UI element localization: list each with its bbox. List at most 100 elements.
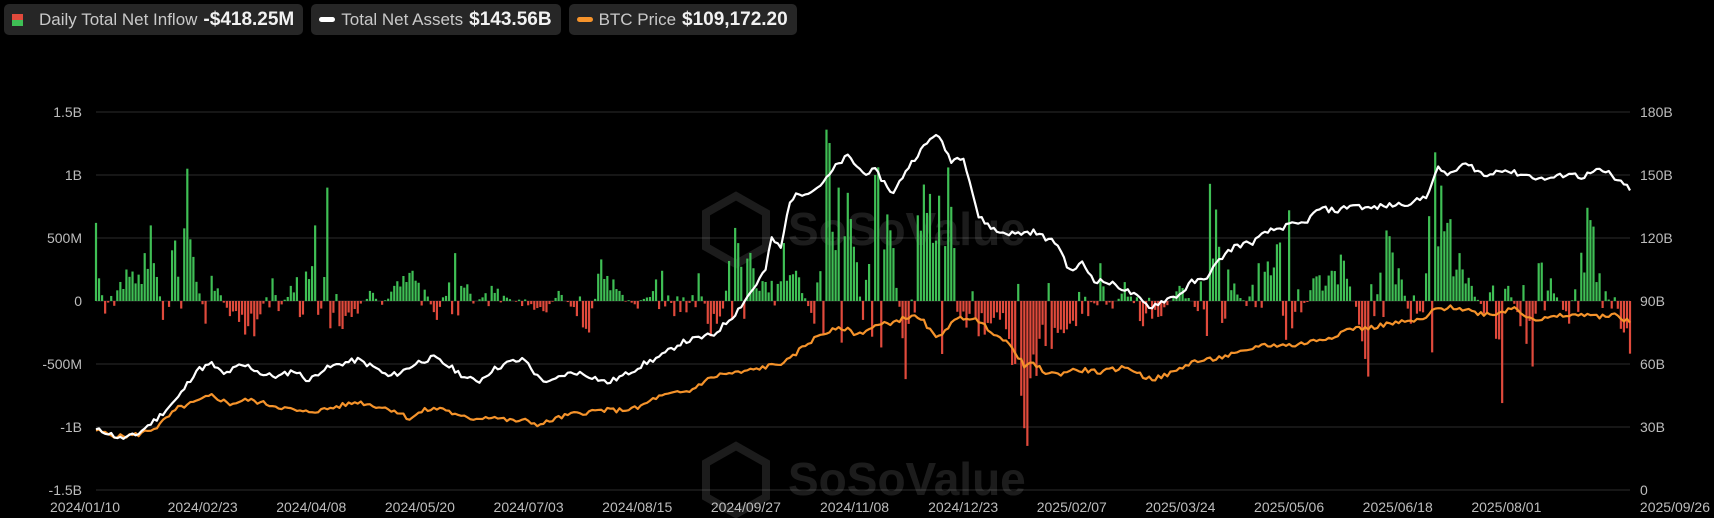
inflow-bar[interactable]: [371, 292, 375, 301]
inflow-bar[interactable]: [1144, 301, 1148, 314]
inflow-bar[interactable]: [171, 250, 174, 301]
inflow-bar[interactable]: [1516, 301, 1519, 313]
inflow-bar[interactable]: [986, 301, 989, 323]
inflow-bar[interactable]: [1275, 244, 1279, 301]
inflow-bar[interactable]: [791, 274, 795, 301]
inflow-bar[interactable]: [825, 129, 828, 301]
inflow-bar[interactable]: [116, 290, 119, 301]
inflow-bar[interactable]: [953, 248, 956, 301]
inflow-bar[interactable]: [770, 280, 773, 301]
inflow-bar[interactable]: [435, 301, 438, 320]
inflow-bar[interactable]: [1151, 301, 1154, 319]
inflow-bar[interactable]: [1440, 185, 1443, 301]
inflow-bar[interactable]: [1479, 301, 1482, 304]
inflow-bar[interactable]: [1370, 284, 1373, 301]
inflow-bar[interactable]: [314, 225, 317, 301]
inflow-bar[interactable]: [487, 301, 490, 307]
inflow-bar[interactable]: [673, 301, 676, 317]
inflow-bar[interactable]: [1248, 296, 1251, 301]
inflow-bar[interactable]: [1342, 260, 1345, 301]
inflow-bar[interactable]: [1242, 300, 1245, 301]
inflow-bar[interactable]: [654, 279, 658, 301]
inflow-bar[interactable]: [1613, 297, 1616, 301]
inflow-bar[interactable]: [204, 301, 207, 324]
inflow-bar[interactable]: [393, 285, 396, 301]
inflow-bar[interactable]: [356, 301, 359, 314]
inflow-bar[interactable]: [1251, 284, 1254, 301]
inflow-bar[interactable]: [429, 301, 432, 305]
inflow-bar[interactable]: [94, 222, 98, 301]
inflow-bar[interactable]: [1096, 301, 1099, 306]
inflow-bar[interactable]: [867, 264, 871, 301]
inflow-bar[interactable]: [871, 301, 874, 337]
inflow-bar[interactable]: [810, 301, 813, 313]
inflow-bar[interactable]: [1050, 301, 1053, 349]
inflow-bar[interactable]: [1525, 301, 1528, 344]
inflow-bar[interactable]: [1218, 246, 1221, 301]
inflow-bar[interactable]: [1224, 301, 1227, 319]
inflow-bar[interactable]: [1260, 301, 1263, 308]
inflow-bar[interactable]: [621, 294, 624, 301]
inflow-bar[interactable]: [1555, 297, 1559, 301]
inflow-bar[interactable]: [1595, 282, 1598, 301]
inflow-bar[interactable]: [904, 301, 907, 380]
inflow-bar[interactable]: [107, 301, 110, 303]
inflow-bar[interactable]: [648, 297, 652, 301]
inflow-bar[interactable]: [149, 225, 152, 301]
inflow-bar[interactable]: [938, 195, 941, 301]
inflow-bar[interactable]: [1297, 289, 1300, 301]
inflow-bar[interactable]: [892, 248, 895, 301]
inflow-bar[interactable]: [292, 292, 295, 301]
inflow-bar[interactable]: [934, 240, 938, 301]
inflow-bar[interactable]: [797, 277, 801, 301]
inflow-bar[interactable]: [289, 285, 292, 301]
inflow-bar[interactable]: [980, 301, 983, 314]
inflow-bar[interactable]: [612, 279, 615, 301]
inflow-bar[interactable]: [1221, 301, 1224, 323]
inflow-bar[interactable]: [971, 291, 974, 301]
inflow-bar[interactable]: [329, 301, 332, 329]
inflow-bar[interactable]: [1473, 296, 1476, 301]
inflow-bar[interactable]: [913, 301, 916, 313]
inflow-bar[interactable]: [1385, 230, 1388, 301]
inflow-bar[interactable]: [807, 301, 810, 307]
inflow-bar[interactable]: [283, 299, 286, 301]
inflow-bar[interactable]: [578, 296, 582, 301]
inflow-bar[interactable]: [1208, 183, 1212, 301]
inflow-bar[interactable]: [320, 301, 323, 309]
inflow-bar[interactable]: [122, 288, 125, 301]
inflow-bar[interactable]: [633, 301, 636, 305]
inflow-bar[interactable]: [402, 276, 405, 301]
inflow-bar[interactable]: [177, 276, 180, 301]
inflow-bar[interactable]: [1026, 301, 1029, 446]
inflow-bar[interactable]: [606, 275, 609, 301]
inflow-bar[interactable]: [989, 301, 992, 324]
inflow-bar[interactable]: [1008, 301, 1011, 339]
inflow-bar[interactable]: [992, 301, 995, 318]
inflow-bar[interactable]: [451, 301, 454, 315]
inflow-bar[interactable]: [1263, 271, 1266, 301]
inflow-bar[interactable]: [353, 301, 356, 310]
inflow-bar[interactable]: [840, 301, 843, 343]
inflow-bar[interactable]: [1166, 301, 1169, 306]
inflow-bar[interactable]: [801, 293, 804, 301]
inflow-bar[interactable]: [113, 301, 116, 306]
legend-assets[interactable]: Total Net Assets $143.56B: [311, 4, 561, 35]
inflow-bar[interactable]: [1324, 285, 1327, 301]
inflow-bar[interactable]: [1044, 301, 1047, 347]
inflow-bar[interactable]: [332, 301, 335, 313]
inflow-bar[interactable]: [365, 298, 368, 301]
inflow-bar[interactable]: [335, 294, 338, 301]
inflow-bar[interactable]: [1604, 291, 1607, 301]
inflow-bar[interactable]: [1434, 152, 1437, 301]
inflow-bar[interactable]: [444, 295, 448, 301]
inflow-bar[interactable]: [886, 214, 889, 301]
inflow-bar[interactable]: [1485, 301, 1489, 314]
inflow-bar[interactable]: [1157, 301, 1160, 317]
inflow-bar[interactable]: [1084, 296, 1087, 301]
inflow-bar[interactable]: [1312, 278, 1315, 301]
inflow-bar[interactable]: [137, 274, 140, 301]
inflow-bar[interactable]: [1321, 290, 1324, 301]
inflow-bar[interactable]: [231, 301, 235, 312]
inflow-bar[interactable]: [1056, 301, 1059, 333]
